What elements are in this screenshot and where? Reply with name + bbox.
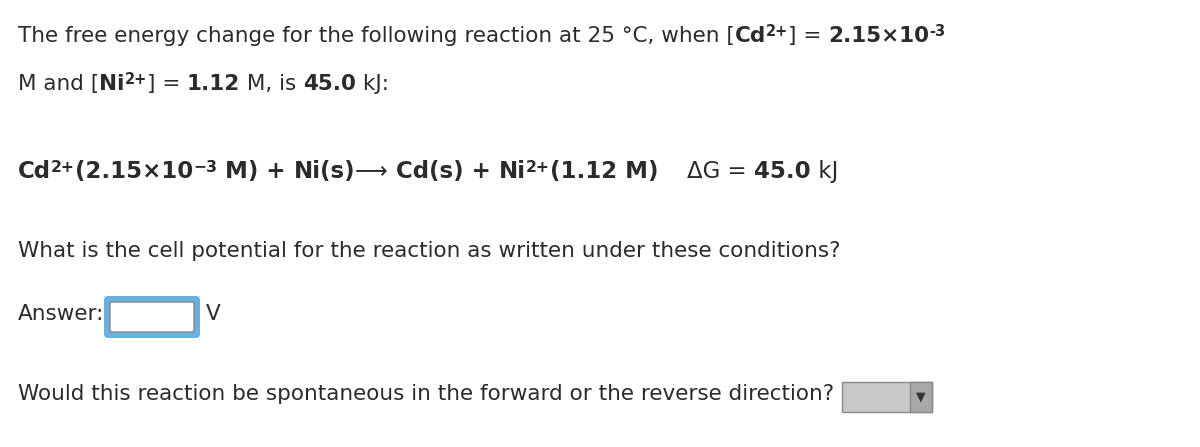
Text: Answer:: Answer: — [18, 304, 104, 324]
Text: -3: -3 — [930, 24, 946, 39]
Text: 2.15×10: 2.15×10 — [828, 26, 930, 46]
Text: Cd: Cd — [734, 26, 766, 46]
Text: −3: −3 — [193, 160, 217, 175]
FancyBboxPatch shape — [910, 382, 932, 412]
FancyBboxPatch shape — [104, 296, 200, 338]
Text: kJ:: kJ: — [356, 74, 389, 94]
Text: Would this reaction be spontaneous in the forward or the reverse direction?: Would this reaction be spontaneous in th… — [18, 384, 834, 404]
Text: 1.12: 1.12 — [187, 74, 240, 94]
Text: 45.0: 45.0 — [304, 74, 356, 94]
FancyBboxPatch shape — [110, 302, 194, 332]
Text: M) +: M) + — [217, 160, 294, 183]
Text: 2+: 2+ — [766, 24, 788, 39]
FancyBboxPatch shape — [842, 382, 932, 412]
Text: 2+: 2+ — [50, 160, 74, 175]
Text: M, is: M, is — [240, 74, 304, 94]
Text: ] =: ] = — [146, 74, 187, 94]
Text: Ni(s): Ni(s) — [294, 160, 355, 183]
Text: ΔG =: ΔG = — [658, 160, 754, 183]
Text: (2.15×10: (2.15×10 — [74, 160, 193, 183]
Text: Ni: Ni — [100, 74, 125, 94]
Text: 2+: 2+ — [125, 72, 146, 87]
Text: The free energy change for the following reaction at 25 °C, when [: The free energy change for the following… — [18, 26, 734, 46]
Text: Cd: Cd — [18, 160, 50, 183]
Text: ] =: ] = — [788, 26, 828, 46]
Text: ⟶: ⟶ — [355, 160, 388, 183]
Text: V: V — [206, 304, 221, 324]
Text: What is the cell potential for the reaction as written under these conditions?: What is the cell potential for the react… — [18, 241, 840, 261]
Text: (1.12 M): (1.12 M) — [550, 160, 658, 183]
Text: Cd(s) +: Cd(s) + — [388, 160, 499, 183]
Text: 45.0: 45.0 — [754, 160, 811, 183]
Text: ▼: ▼ — [917, 391, 926, 404]
Text: Ni: Ni — [499, 160, 526, 183]
Text: kJ: kJ — [811, 160, 838, 183]
Text: 2+: 2+ — [526, 160, 550, 175]
Text: M and [: M and [ — [18, 74, 100, 94]
